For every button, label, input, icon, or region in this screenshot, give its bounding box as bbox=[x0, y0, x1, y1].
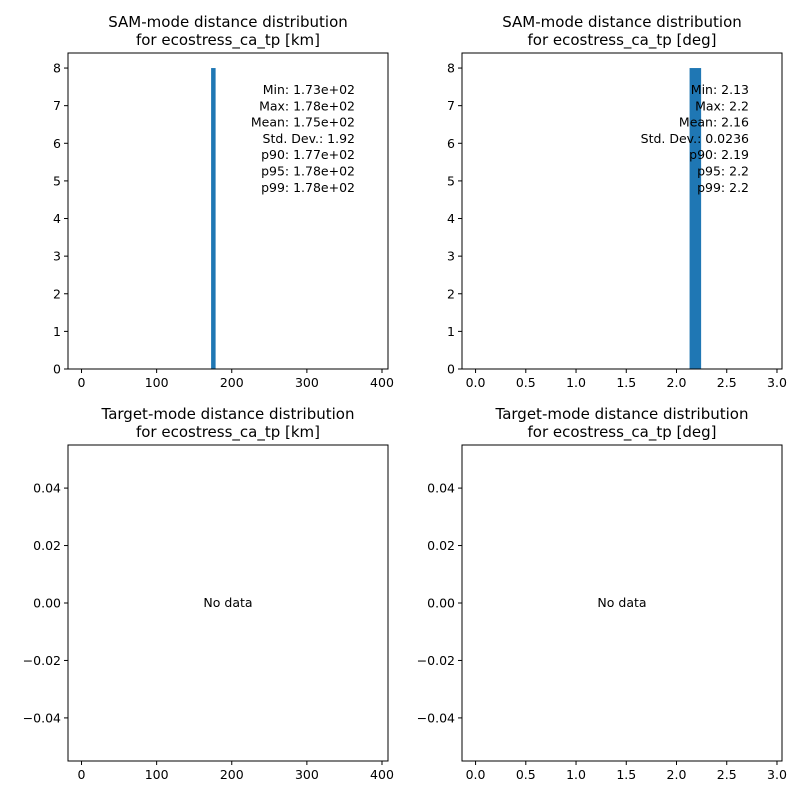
stats-line: Std. Dev.: 0.0236 bbox=[641, 131, 749, 146]
y-tick-label: 0.00 bbox=[427, 596, 455, 611]
y-tick-label: 7 bbox=[53, 98, 61, 113]
y-tick-label: 7 bbox=[447, 98, 455, 113]
x-tick-label: 0 bbox=[78, 767, 86, 782]
y-tick-label: 0.04 bbox=[427, 481, 455, 496]
chart-title-line-1: SAM-mode distance distribution bbox=[502, 13, 742, 31]
stats-line: p99: 1.78e+02 bbox=[261, 180, 355, 195]
x-tick-label: 1.0 bbox=[566, 375, 586, 390]
histogram-bar bbox=[689, 68, 702, 370]
histogram-bar bbox=[211, 68, 216, 370]
x-tick-label: 400 bbox=[370, 375, 394, 390]
y-tick-label: 2 bbox=[447, 286, 455, 301]
x-tick-label: 2.0 bbox=[667, 375, 687, 390]
y-tick-label: 1 bbox=[53, 324, 61, 339]
stats-line: p90: 2.19 bbox=[689, 147, 749, 162]
y-tick-label: 4 bbox=[53, 211, 61, 226]
chart-title-line-1: Target-mode distance distribution bbox=[495, 405, 749, 423]
x-tick-label: 0.5 bbox=[516, 767, 536, 782]
x-tick-label: 300 bbox=[295, 375, 319, 390]
x-tick-label: 0.0 bbox=[466, 767, 486, 782]
x-tick-label: 100 bbox=[145, 767, 169, 782]
x-tick-label: 200 bbox=[220, 767, 244, 782]
y-tick-label: 5 bbox=[53, 173, 61, 188]
y-tick-label: 8 bbox=[53, 61, 61, 76]
stats-line: p99: 2.2 bbox=[697, 180, 749, 195]
x-tick-label: 3.0 bbox=[767, 767, 787, 782]
axes-frame bbox=[461, 52, 783, 370]
stats-line: p90: 1.77e+02 bbox=[261, 147, 355, 162]
y-tick-label: 0 bbox=[447, 362, 455, 377]
x-tick-label: 200 bbox=[220, 375, 244, 390]
stats-line: p95: 1.78e+02 bbox=[261, 164, 355, 179]
y-tick-label: 8 bbox=[447, 61, 455, 76]
x-tick-label: 100 bbox=[145, 375, 169, 390]
y-tick-label: 6 bbox=[53, 136, 61, 151]
y-tick-label: 0.00 bbox=[33, 596, 61, 611]
x-tick-label: 0.5 bbox=[516, 375, 536, 390]
x-tick-label: 1.5 bbox=[616, 375, 636, 390]
chart-title-line-1: Target-mode distance distribution bbox=[101, 405, 355, 423]
y-tick-label: 0.02 bbox=[427, 538, 455, 553]
chart-title-line-1: SAM-mode distance distribution bbox=[108, 13, 348, 31]
x-tick-label: 0.0 bbox=[466, 375, 486, 390]
y-tick-label: 5 bbox=[447, 173, 455, 188]
x-tick-label: 1.5 bbox=[616, 767, 636, 782]
y-tick-label: 2 bbox=[53, 286, 61, 301]
stats-line: Mean: 2.16 bbox=[679, 115, 749, 130]
no-data-label: No data bbox=[597, 595, 646, 610]
x-tick-label: 2.5 bbox=[717, 767, 737, 782]
chart-title-line-2: for ecostress_ca_tp [km] bbox=[136, 423, 320, 442]
y-tick-label: 1 bbox=[447, 324, 455, 339]
x-tick-label: 2.5 bbox=[717, 375, 737, 390]
y-tick-label: 0 bbox=[53, 362, 61, 377]
y-tick-label: 3 bbox=[447, 249, 455, 264]
y-tick-label: 0.04 bbox=[33, 481, 61, 496]
y-tick-label: 0.02 bbox=[33, 538, 61, 553]
x-tick-label: 0 bbox=[78, 375, 86, 390]
x-tick-label: 2.0 bbox=[667, 767, 687, 782]
y-tick-label: −0.02 bbox=[417, 653, 455, 668]
x-tick-label: 300 bbox=[295, 767, 319, 782]
x-tick-label: 1.0 bbox=[566, 767, 586, 782]
chart-title-line-2: for ecostress_ca_tp [km] bbox=[136, 31, 320, 50]
stats-line: Max: 2.2 bbox=[695, 98, 749, 113]
stats-line: p95: 2.2 bbox=[697, 164, 749, 179]
no-data-label: No data bbox=[203, 595, 252, 610]
stats-line: Max: 1.78e+02 bbox=[259, 98, 355, 113]
stats-line: Min: 1.73e+02 bbox=[263, 82, 355, 97]
axes-frame bbox=[67, 52, 389, 370]
y-tick-label: 6 bbox=[447, 136, 455, 151]
x-tick-label: 400 bbox=[370, 767, 394, 782]
y-tick-label: 4 bbox=[447, 211, 455, 226]
chart-title-line-2: for ecostress_ca_tp [deg] bbox=[527, 31, 716, 50]
chart-title-line-2: for ecostress_ca_tp [deg] bbox=[527, 423, 716, 442]
y-tick-label: −0.02 bbox=[23, 653, 61, 668]
y-tick-label: −0.04 bbox=[23, 710, 61, 725]
stats-line: Std. Dev.: 1.92 bbox=[263, 131, 355, 146]
y-tick-label: 3 bbox=[53, 249, 61, 264]
stats-line: Mean: 1.75e+02 bbox=[251, 115, 355, 130]
x-tick-label: 3.0 bbox=[767, 375, 787, 390]
y-tick-label: −0.04 bbox=[417, 710, 455, 725]
stats-line: Min: 2.13 bbox=[691, 82, 749, 97]
